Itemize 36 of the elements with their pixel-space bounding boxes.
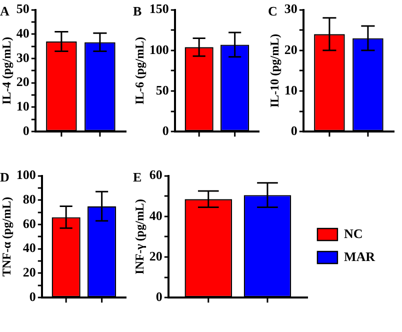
- y-tick-label: 150: [149, 1, 169, 16]
- y-tick-label: 80: [22, 192, 36, 207]
- legend-label: NC: [344, 226, 376, 241]
- y-tick-label: 100: [16, 167, 36, 182]
- y-tick-label: 0: [290, 122, 298, 138]
- y-tick-label: 10: [16, 98, 30, 114]
- y-tick-label: 50: [16, 1, 30, 16]
- y-tick-label: 30: [16, 50, 30, 65]
- y-tick-label: 0: [29, 288, 36, 304]
- chart-title: D: [0, 169, 10, 184]
- chart-title: B: [133, 3, 142, 18]
- y-tick-label: 30: [284, 1, 298, 16]
- y-axis-title: IL-6 (pg/mL): [132, 36, 146, 105]
- y-tick-label: 10: [284, 82, 298, 98]
- chart-title: E: [133, 169, 142, 184]
- y-axis-title: IL-10 (pg/mL): [267, 34, 282, 108]
- y-tick-label: 20: [16, 74, 30, 90]
- chart-title: C: [268, 3, 278, 18]
- y-tick-label: 40: [149, 208, 162, 223]
- y-tick-label: 20: [284, 42, 298, 57]
- y-tick-label: 60: [22, 216, 36, 231]
- y-tick-label: 50: [156, 82, 169, 98]
- y-tick-label: 40: [22, 240, 36, 256]
- y-tick-label: 60: [149, 167, 162, 182]
- y-axis-title: IL-4 (pg/mL): [0, 36, 14, 105]
- y-tick-label: 0: [156, 288, 162, 304]
- y-tick-label: 0: [162, 122, 169, 138]
- y-tick-label: 100: [149, 42, 169, 57]
- chart-title: A: [0, 3, 10, 18]
- legend-label: MAR: [344, 248, 388, 264]
- y-axis-title: TNF-α (pg/mL): [0, 196, 14, 277]
- y-tick-label: 0: [22, 122, 30, 138]
- y-tick-label: 20: [149, 248, 162, 264]
- y-tick-label: 20: [22, 264, 36, 280]
- y-tick-label: 40: [16, 26, 30, 41]
- y-axis-title: INF-γ (pg/mL): [132, 199, 146, 274]
